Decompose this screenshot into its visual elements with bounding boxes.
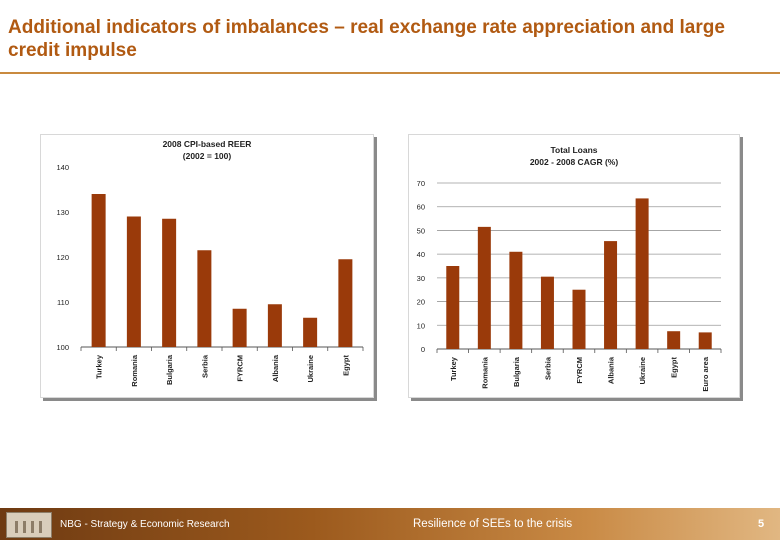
- reer-x-tick-label: Ukraine: [306, 355, 315, 383]
- loans-x-tick-label: Bulgaria: [512, 356, 521, 387]
- loans-x-tick-label: Romania: [480, 356, 489, 389]
- loans-bar-egypt: [667, 331, 681, 349]
- loans-bar-serbia: [540, 276, 554, 349]
- loans-x-tick-label: Albania: [607, 356, 616, 384]
- reer-bar-albania: [267, 304, 282, 347]
- reer-x-tick-label: Albania: [271, 354, 280, 382]
- reer-bar-serbia: [197, 250, 212, 347]
- loans-y-tick-label: 30: [417, 274, 425, 283]
- reer-y-tick-label: 140: [56, 163, 69, 172]
- reer-bar-egypt: [338, 259, 353, 347]
- reer-chart-subtitle: (2002 = 100): [182, 151, 232, 161]
- loans-chart: 0 10 20 30 40 50 60 70 Turkey Romania Bulgaria Serb…: [417, 179, 722, 392]
- reer-y-tick-label: 130: [56, 208, 69, 217]
- loans-y-tick-label: 70: [417, 179, 425, 188]
- loans-y-tick-label: 50: [417, 226, 425, 235]
- loans-x-tick-label: FYRCM: [575, 357, 584, 384]
- footer-department: NBG - Strategy & Economic Research: [60, 519, 230, 530]
- loans-y-tick-label: 40: [417, 250, 425, 259]
- loans-x-tick-label: Serbia: [543, 356, 552, 380]
- reer-bar-turkey: [91, 194, 106, 347]
- footer-presentation-title: Resilience of SEEs to the crisis: [413, 518, 573, 530]
- reer-x-tick-label: Egypt: [341, 355, 350, 376]
- loans-x-tick-label: Egypt: [670, 357, 679, 378]
- loans-y-tick-label: 60: [417, 203, 425, 212]
- loans-bar-albania: [604, 241, 618, 349]
- loans-x-tick-label: Ukraine: [638, 357, 647, 385]
- reer-chart-title: 2008 CPI-based REER: [162, 139, 252, 149]
- loans-chart-subtitle: 2002 - 2008 CAGR (%): [529, 157, 619, 167]
- loans-bar-fyrcm: [572, 289, 586, 349]
- reer-bar-fyrcm: [232, 308, 247, 347]
- title-divider: [0, 72, 780, 74]
- slide-title: Additional indicators of imbalances – re…: [8, 17, 725, 61]
- loans-x-tick-label: Turkey: [449, 356, 458, 381]
- loans-x-tick-label: Euro area: [701, 356, 710, 391]
- loans-y-tick-label: 20: [417, 298, 425, 307]
- loans-bar-turkey: [446, 266, 460, 349]
- loans-y-tick-label: 10: [417, 321, 425, 330]
- reer-chart-panel: 2008 CPI-based REER (2002 = 100) 100 110 1…: [40, 134, 374, 398]
- page-number: 5: [758, 518, 765, 530]
- reer-bar-ukraine: [303, 317, 318, 347]
- loans-bar-romania: [477, 226, 491, 349]
- loans-bar-euro-area: [698, 332, 712, 349]
- loans-chart-title: Total Loans: [550, 145, 598, 155]
- reer-x-tick-label: Bulgaria: [165, 354, 174, 385]
- nbg-logo-icon: [6, 512, 52, 538]
- reer-x-tick-label: Turkey: [95, 354, 104, 379]
- reer-bar-romania: [126, 216, 141, 347]
- reer-x-tick-label: Serbia: [200, 354, 209, 378]
- loans-bar-ukraine: [635, 198, 649, 349]
- reer-y-tick-label: 110: [57, 298, 69, 307]
- reer-y-tick-label: 100: [56, 343, 69, 352]
- reer-bar-bulgaria: [162, 218, 177, 347]
- loans-y-tick-label: 0: [421, 345, 425, 354]
- loans-chart-panel: Total Loans 2002 - 2008 CAGR (%) 0 10 20 30…: [408, 134, 740, 398]
- reer-chart: 100 110 120 130 140 Turkey Romania Bulgaria Serb…: [56, 163, 364, 387]
- footer-bar: NBG - Strategy & Economic Research Resil…: [0, 508, 780, 540]
- reer-x-tick-label: Romania: [130, 354, 139, 387]
- loans-bar-bulgaria: [509, 251, 523, 349]
- reer-y-tick-label: 120: [56, 253, 69, 262]
- reer-x-tick-label: FYRCM: [236, 355, 245, 382]
